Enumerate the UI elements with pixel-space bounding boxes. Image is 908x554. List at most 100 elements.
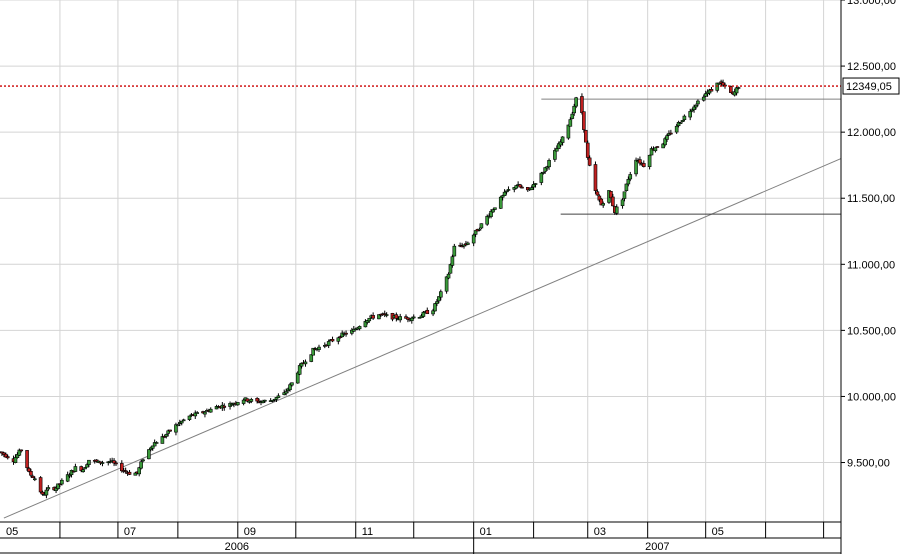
- candle-body: [367, 317, 372, 322]
- candle-body: [641, 163, 646, 167]
- year-label: 2006: [225, 541, 249, 553]
- candle-body: [479, 223, 484, 229]
- candle-body: [245, 398, 250, 402]
- candle-body: [547, 160, 551, 168]
- candle-body: [425, 309, 430, 315]
- y-tick-label: 11.500,00: [847, 193, 895, 205]
- x-tick-label: 05: [712, 526, 724, 538]
- candle-body: [276, 395, 281, 398]
- candle-body: [553, 150, 557, 160]
- candles: [0, 79, 741, 499]
- candle-body: [317, 346, 321, 350]
- candle-body: [585, 142, 590, 158]
- candle-body: [554, 148, 559, 152]
- candle-body: [203, 411, 207, 415]
- candle-body: [174, 424, 178, 433]
- candle-body: [222, 405, 227, 408]
- candle-body: [570, 113, 575, 119]
- candle-body: [44, 489, 49, 496]
- x-axis: 05 07 09 11 01 03 05 2006 2007: [0, 521, 841, 554]
- candle-body: [303, 361, 308, 365]
- candle-body: [477, 228, 482, 231]
- candle-body: [330, 339, 335, 342]
- candle-body: [421, 311, 426, 317]
- candle-body: [67, 474, 72, 477]
- candle-body: [707, 89, 712, 94]
- candle-body: [533, 183, 538, 185]
- candle-body: [566, 124, 571, 139]
- candle-body: [195, 412, 199, 414]
- candle-body: [241, 399, 246, 404]
- candle-body: [181, 419, 186, 422]
- candle-body: [614, 206, 619, 214]
- candle-body: [506, 189, 511, 191]
- candle-body: [473, 230, 478, 235]
- candle-body: [485, 215, 490, 225]
- candle-body: [5, 456, 10, 459]
- candle-body: [728, 86, 733, 93]
- candle-body: [25, 450, 29, 469]
- candle-body: [500, 195, 505, 198]
- x-tick-label: 05: [6, 526, 18, 538]
- year-label: 2007: [645, 541, 669, 553]
- x-tick-label: 07: [124, 526, 136, 538]
- candle-body: [409, 317, 414, 322]
- candle-body: [587, 157, 592, 166]
- y-tick-label: 10.000,00: [847, 391, 896, 403]
- candle-body: [520, 186, 524, 189]
- last-price-box: [842, 77, 900, 95]
- candle-body: [176, 424, 180, 427]
- candle-body: [152, 442, 157, 447]
- candle-body: [69, 470, 74, 476]
- candle-body: [150, 445, 155, 449]
- candle-body: [179, 420, 184, 424]
- y-tick-label: 13.000,00: [847, 0, 896, 7]
- candle-body: [452, 245, 457, 257]
- candle-body: [299, 362, 304, 367]
- candle-body: [85, 464, 89, 468]
- candle-body: [471, 234, 476, 244]
- candle-body: [518, 184, 522, 188]
- candle-body: [446, 273, 451, 279]
- x-tick-label: 11: [362, 526, 373, 538]
- y-tick-label: 10.500,00: [847, 325, 896, 337]
- overlay: 12349,05: [0, 77, 900, 95]
- candle-body: [734, 87, 739, 94]
- candle-body: [514, 185, 519, 189]
- candle-body: [502, 191, 507, 196]
- candle-body: [114, 462, 118, 465]
- candle-body: [123, 470, 128, 472]
- candle-body: [709, 89, 714, 92]
- candle-body: [466, 242, 470, 245]
- candle-body: [491, 209, 495, 213]
- candle-body: [141, 459, 145, 462]
- candle-body: [688, 111, 693, 118]
- candle-body: [574, 97, 578, 107]
- candle-body: [611, 196, 615, 207]
- candle-body: [29, 471, 33, 476]
- candle-body: [620, 199, 625, 207]
- candle-body: [19, 449, 24, 452]
- x-tick-label: 09: [244, 526, 256, 538]
- candle-body: [595, 191, 600, 196]
- candle-body: [79, 466, 83, 471]
- candle-body: [139, 461, 143, 469]
- candle-body: [32, 478, 37, 481]
- candle-body: [371, 315, 375, 319]
- candle-body: [255, 398, 259, 402]
- candle-body: [236, 402, 240, 406]
- candle-body: [208, 408, 213, 413]
- candle-body: [193, 412, 198, 417]
- candle-body: [31, 475, 35, 479]
- candle-body: [669, 132, 673, 135]
- candle-body: [601, 203, 606, 206]
- candle-body: [529, 187, 534, 191]
- candle-body: [572, 105, 577, 114]
- candle-body: [438, 291, 443, 298]
- y-tick-label: 11.000,00: [847, 259, 895, 271]
- candle-body: [411, 316, 416, 319]
- candle-body: [288, 384, 292, 391]
- candle-body: [357, 326, 362, 330]
